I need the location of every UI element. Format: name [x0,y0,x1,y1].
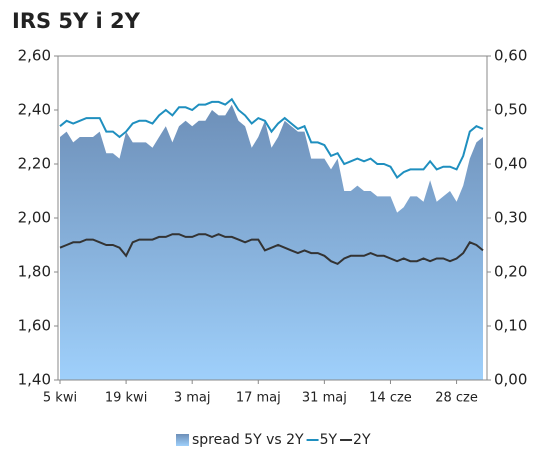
chart-title: IRS 5Y i 2Y [12,9,141,33]
line [59,97,484,180]
x-tick-label: 31 maj [302,391,347,406]
x-tick-label: 3 maj [174,391,211,406]
y2-tick-label: 0,50 [494,101,527,119]
y2-tick-label: 0,30 [494,209,527,227]
y2-tick-label: 0,60 [494,47,527,65]
y2-tick-label: 0,40 [494,155,527,173]
x-tick-label: 28 cze [435,391,478,406]
y2-tick-label: 0,20 [494,263,527,281]
y2-tick-label: 0,00 [494,371,527,389]
y-tick-label: 1,80 [18,263,51,281]
x-tick-label: 19 kwi [105,391,147,406]
x-tick-label: 5 kwi [43,391,77,406]
line [59,233,484,266]
y2-tick-label: 0,10 [494,317,527,335]
y-tick-label: 2,40 [18,101,51,119]
y-tick-label: 1,40 [18,371,51,389]
legend-swatch [176,434,189,446]
x-tick-label: 17 maj [236,391,281,406]
x-tick-label: 14 cze [369,391,412,406]
area [60,104,483,380]
y-tick-label: 2,00 [18,209,51,227]
y-tick-label: 1,60 [18,317,51,335]
legend-label: 2Y [353,432,371,448]
y-tick-label: 2,60 [18,47,51,65]
legend-label: spread 5Y vs 2Y [192,432,304,448]
y-tick-label: 2,20 [18,155,51,173]
legend-label: 5Y [320,432,338,448]
